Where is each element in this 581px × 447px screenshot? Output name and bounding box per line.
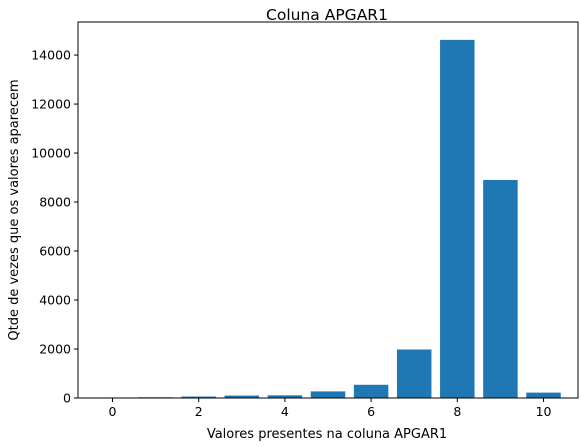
bar-2	[181, 396, 216, 398]
y-tick-label: 10000	[31, 146, 71, 161]
plot-frame	[77, 21, 579, 399]
y-tick-label: 4000	[39, 293, 71, 308]
x-tick-label: 6	[367, 404, 375, 419]
x-tick-label: 4	[281, 404, 289, 419]
bar-9	[483, 179, 518, 398]
y-tick-label: 2000	[39, 342, 71, 357]
y-tick-label: 6000	[39, 244, 71, 259]
bar-8	[440, 39, 475, 398]
bars-group	[95, 39, 561, 399]
y-tick-label: 0	[63, 391, 71, 406]
x-tick-label: 0	[109, 404, 117, 419]
x-axis-label: Valores presentes na coluna APGAR1	[207, 427, 447, 442]
bar-5	[310, 391, 346, 398]
x-tick-label: 8	[453, 404, 461, 419]
x-tick-label: 2	[195, 404, 203, 419]
y-axis-label: Qtde de vezes que os valores aparecem	[7, 79, 22, 340]
chart-title: Coluna APGAR1	[266, 6, 388, 24]
y-tick-label: 8000	[39, 195, 71, 210]
y-tick-label: 14000	[31, 48, 71, 63]
y-axis: 0 2000 4000 6000 8000 10000 12000 14000	[31, 48, 78, 406]
x-axis: 0 2 4 6 8 10	[109, 398, 552, 419]
bar-4	[267, 395, 303, 398]
bar-7	[396, 349, 432, 398]
x-tick-label: 10	[536, 404, 552, 419]
bar-10	[526, 392, 561, 398]
bar-6	[353, 384, 389, 398]
y-tick-label: 12000	[31, 97, 71, 112]
bar-3	[224, 395, 260, 398]
